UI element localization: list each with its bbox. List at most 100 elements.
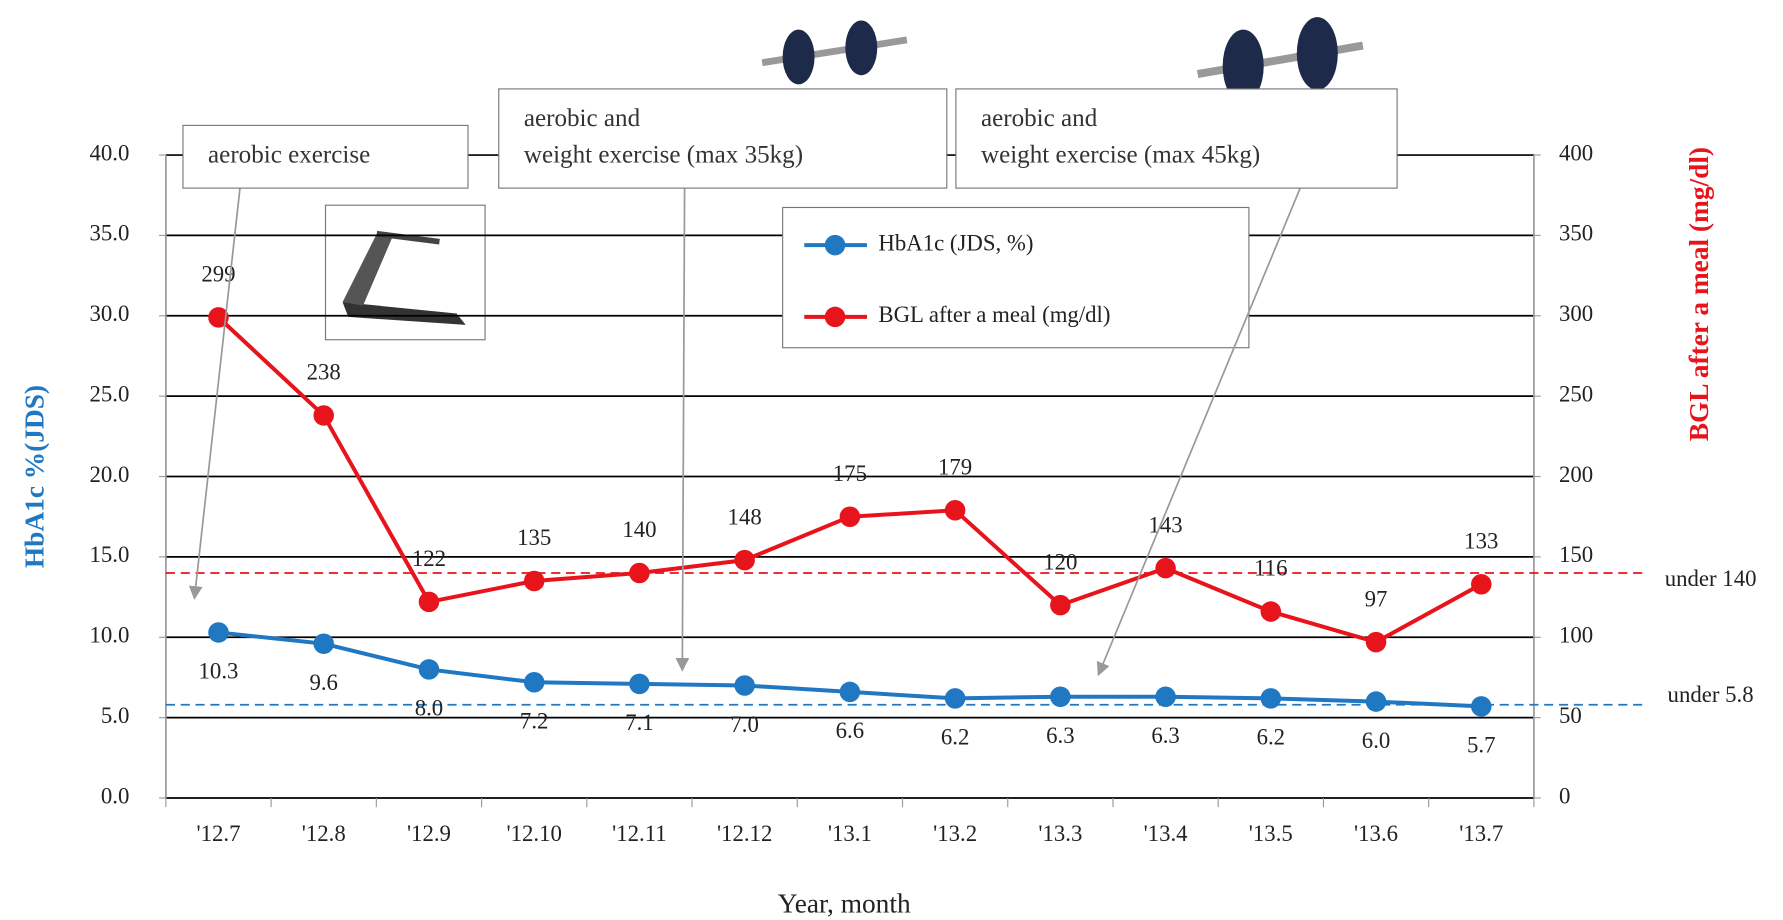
treadmill-picture	[325, 205, 485, 340]
data-point	[419, 659, 440, 680]
value-label: 9.6	[309, 670, 338, 695]
annotation-text: aerobic exercise	[208, 142, 370, 169]
data-point	[945, 688, 966, 709]
annotation-text: weight exercise (max 45kg)	[981, 142, 1260, 169]
value-label: 116	[1254, 556, 1287, 581]
data-point	[1471, 696, 1492, 717]
annotation-arrow	[682, 188, 684, 670]
y2-tick-label: 200	[1559, 462, 1593, 487]
x-tick-label: '12.11	[612, 821, 667, 846]
x-tick-label: '12.10	[506, 821, 561, 846]
annotation-text: aerobic and	[981, 105, 1098, 132]
value-label: 140	[622, 517, 656, 542]
x-tick-label: '13.3	[1038, 821, 1082, 846]
data-point	[208, 622, 229, 643]
data-point	[313, 405, 334, 426]
y-tick-label: 20.0	[89, 462, 129, 487]
y-tick-label: 40.0	[89, 140, 129, 165]
x-tick-label: '13.4	[1144, 821, 1189, 846]
y-tick-label: 25.0	[89, 381, 129, 406]
data-point	[734, 550, 755, 571]
value-label: 6.6	[836, 718, 864, 743]
y2-tick-label: 100	[1559, 623, 1593, 648]
x-tick-label: '13.1	[828, 821, 872, 846]
data-point	[629, 563, 650, 584]
value-label: 6.2	[1257, 725, 1286, 750]
y-tick-label: 35.0	[89, 221, 129, 246]
legend-label: BGL after a meal (mg/dl)	[878, 302, 1110, 327]
value-label: 5.7	[1467, 733, 1496, 758]
data-point	[524, 672, 545, 693]
value-label: 7.2	[520, 709, 549, 734]
value-label: 133	[1464, 528, 1498, 553]
dumbbell-picture	[753, 11, 913, 85]
x-tick-label: '13.7	[1459, 821, 1503, 846]
data-point	[629, 674, 650, 695]
data-point	[840, 506, 861, 527]
x-tick-label: '12.8	[302, 821, 346, 846]
data-point	[419, 592, 440, 613]
annotation-arrow	[194, 188, 240, 598]
annotation-box	[499, 89, 947, 188]
data-point	[1155, 558, 1176, 579]
annotation-text: weight exercise (max 35kg)	[524, 142, 803, 169]
data-point	[524, 571, 545, 592]
y-axis-title: HbA1c %(JDS)	[19, 385, 49, 568]
y-tick-label: 0.0	[101, 783, 130, 808]
value-label: 6.2	[941, 725, 969, 750]
y2-tick-label: 150	[1559, 542, 1593, 567]
value-label: 135	[517, 525, 551, 550]
legend-label: HbA1c (JDS, %)	[878, 230, 1033, 255]
x-tick-label: '13.6	[1354, 821, 1398, 846]
legend-swatch	[825, 307, 846, 328]
reference-label: under 5.8	[1668, 682, 1754, 707]
data-point	[1261, 601, 1282, 622]
x-tick-label: '12.9	[407, 821, 451, 846]
value-label: 175	[833, 461, 867, 486]
data-point	[1471, 574, 1492, 595]
y2-tick-label: 0	[1559, 783, 1570, 808]
data-point	[1366, 691, 1387, 712]
value-label: 6.3	[1046, 723, 1075, 748]
data-point	[313, 633, 334, 654]
value-label: 122	[412, 546, 446, 571]
value-label: 97	[1365, 586, 1388, 611]
chart: 0.0 5.0 10.0 15.0 20.0 25.0 30.0 35.0 40.0 0 50 100…	[0, 0, 1783, 920]
value-label: 148	[728, 504, 762, 529]
value-label: 238	[307, 360, 341, 385]
x-tick-label: '12.12	[717, 821, 772, 846]
y2-tick-label: 300	[1559, 301, 1593, 326]
legend: HbA1c (JDS, %) BGL after a meal (mg/dl)	[783, 207, 1249, 347]
y-tick-label: 5.0	[101, 703, 130, 728]
value-label: 7.0	[730, 712, 759, 737]
x-tick-label: '12.7	[196, 821, 240, 846]
data-point	[1050, 595, 1071, 616]
data-point	[734, 675, 755, 696]
x-tick-label: '13.2	[933, 821, 977, 846]
value-label: 120	[1043, 549, 1077, 574]
x-tick-label: '13.5	[1249, 821, 1293, 846]
value-label: 6.0	[1362, 728, 1391, 753]
y-tick-label: 15.0	[89, 542, 129, 567]
x-axis-title: Year, month	[778, 889, 911, 919]
data-point	[840, 682, 861, 703]
y2-tick-label: 400	[1559, 140, 1593, 165]
y2-tick-label: 250	[1559, 381, 1593, 406]
value-label: 8.0	[415, 696, 443, 721]
y2-tick-label: 50	[1559, 703, 1582, 728]
data-point	[945, 500, 966, 521]
legend-swatch	[825, 235, 846, 256]
y2-tick-label: 350	[1559, 221, 1593, 246]
annotation-text: aerobic and	[524, 105, 641, 132]
value-label: 143	[1148, 512, 1182, 537]
y2-axis-title: BGL after a meal (mg/dl)	[1684, 147, 1714, 441]
data-point	[1366, 632, 1387, 653]
y-tick-label: 10.0	[89, 623, 129, 648]
data-point	[1050, 686, 1071, 707]
value-label: 179	[938, 454, 972, 479]
reference-label: under 140	[1665, 566, 1757, 591]
value-label: 6.3	[1151, 723, 1180, 748]
data-point	[1261, 688, 1282, 709]
data-point	[1155, 686, 1176, 707]
y-tick-label: 30.0	[89, 301, 129, 326]
